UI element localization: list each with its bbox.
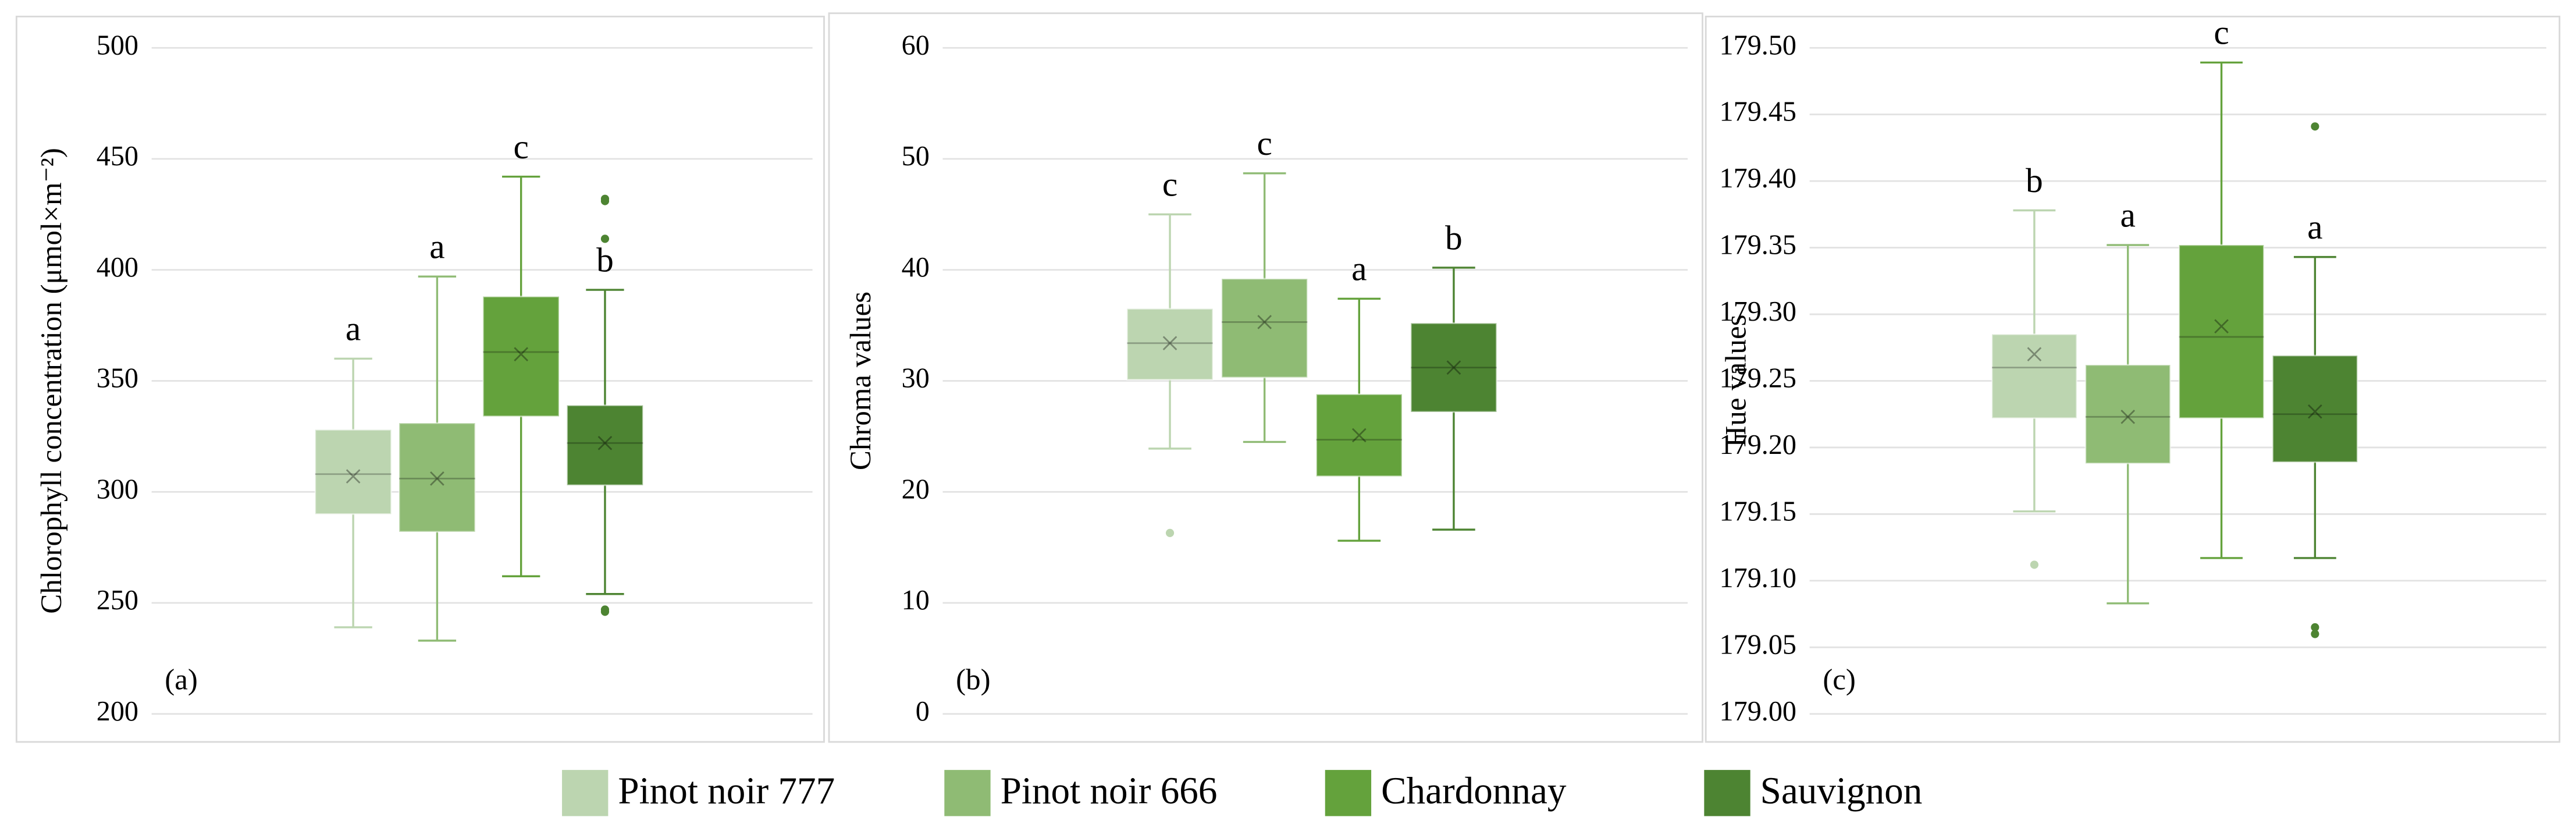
legend-swatch — [944, 770, 991, 816]
mean-marker — [1257, 315, 1272, 329]
significance-letter: c — [1162, 165, 1177, 204]
panel-frame — [15, 15, 825, 743]
y-tick-label: 179.30 — [1720, 296, 1796, 327]
panel-label: (b) — [956, 664, 990, 697]
panel-label: (a) — [165, 664, 198, 697]
box — [2178, 244, 2265, 420]
y-tick-label: 300 — [97, 474, 138, 505]
outlier — [2311, 630, 2319, 638]
legend-swatch — [1704, 770, 1750, 816]
outlier — [600, 197, 610, 205]
significance-letter: a — [1351, 250, 1367, 288]
mean-marker — [2308, 404, 2322, 419]
mean-marker — [430, 471, 444, 486]
legend-label: Pinot noir 777 — [618, 770, 835, 812]
y-tick-label: 179.10 — [1720, 563, 1796, 594]
y-axis-label: Chlorophyll concentration (μmol×m⁻²) — [35, 148, 68, 614]
y-tick-label: 10 — [902, 585, 930, 616]
box — [1410, 322, 1497, 413]
outlier — [2311, 122, 2319, 131]
y-tick-label: 179.50 — [1720, 30, 1796, 61]
mean-marker — [1162, 336, 1177, 350]
box-plot: b — [566, 194, 644, 616]
box-plot: a — [2272, 122, 2358, 638]
y-tick-label: 250 — [97, 585, 138, 616]
y-axis-label: Chroma values — [845, 292, 877, 470]
box-plot: c — [1221, 124, 1308, 443]
outlier — [600, 235, 610, 243]
y-tick-label: 179.05 — [1720, 629, 1796, 660]
box — [2084, 364, 2171, 464]
y-tick-label: 179.00 — [1720, 696, 1796, 727]
significance-letter: a — [429, 228, 444, 266]
y-tick-label: 350 — [97, 363, 138, 394]
box — [314, 429, 392, 515]
y-tick-label: 450 — [97, 141, 138, 172]
y-tick-label: 179.20 — [1720, 429, 1796, 460]
significance-letter: b — [1445, 218, 1463, 257]
outlier — [1165, 528, 1175, 537]
panel-label: (c) — [1823, 664, 1856, 697]
significance-letter: c — [1257, 124, 1272, 162]
significance-letter: c — [2214, 13, 2229, 52]
y-tick-label: 0 — [916, 696, 930, 727]
outlier — [2311, 623, 2319, 632]
box — [1991, 333, 2078, 420]
legend-swatch — [1325, 770, 1372, 816]
y-tick-label: 179.15 — [1720, 496, 1796, 527]
mean-marker — [514, 347, 529, 362]
outlier — [2030, 560, 2038, 569]
box — [2272, 354, 2358, 463]
box-plot: c — [482, 127, 560, 577]
y-tick-label: 50 — [902, 141, 930, 172]
box — [1221, 278, 1308, 379]
mean-marker — [2027, 347, 2042, 362]
significance-letter: b — [596, 240, 614, 279]
y-tick-label: 179.45 — [1720, 97, 1796, 127]
box-plot: a — [314, 310, 392, 628]
y-tick-label: 200 — [97, 696, 138, 727]
mean-marker — [2214, 319, 2229, 333]
significance-letter: a — [2307, 208, 2322, 246]
box-plot: b — [1991, 161, 2078, 569]
y-tick-label: 40 — [902, 252, 930, 283]
box — [1315, 393, 1403, 477]
box-plot: a — [1315, 250, 1403, 542]
y-tick-label: 179.25 — [1720, 363, 1796, 394]
mean-marker — [1446, 360, 1461, 375]
mean-marker — [346, 469, 361, 484]
y-tick-label: 400 — [97, 252, 138, 283]
legend-label: Sauvignon — [1760, 770, 1923, 812]
significance-letter: c — [513, 127, 528, 166]
box — [1126, 308, 1214, 381]
significance-letter: a — [2120, 196, 2136, 234]
box-plot: a — [2084, 196, 2171, 605]
legend-label: Pinot noir 666 — [1001, 770, 1218, 812]
y-tick-label: 20 — [902, 474, 930, 505]
mean-marker — [597, 435, 613, 450]
y-tick-label: 60 — [902, 30, 930, 61]
box — [566, 404, 644, 486]
y-tick-label: 179.35 — [1720, 230, 1796, 261]
legend-label: Chardonnay — [1381, 770, 1567, 812]
y-tick-label: 500 — [97, 30, 138, 61]
y-tick-label: 30 — [902, 363, 930, 394]
mean-marker — [1351, 428, 1367, 443]
y-axis-label: Hue values — [1720, 315, 1753, 448]
mean-marker — [2120, 409, 2136, 424]
significance-letter: a — [346, 310, 361, 348]
y-tick-label: 179.40 — [1720, 163, 1796, 194]
box — [398, 422, 476, 533]
box-plot: c — [2178, 13, 2265, 559]
outlier — [600, 608, 610, 616]
panel-frame — [828, 12, 1703, 743]
box — [482, 296, 560, 417]
box-plot: a — [398, 228, 476, 642]
panel-frame — [1705, 15, 2561, 743]
significance-letter: b — [2026, 161, 2043, 200]
box-plot: b — [1410, 218, 1497, 531]
box-plot: c — [1126, 165, 1214, 537]
legend-swatch — [562, 770, 609, 816]
